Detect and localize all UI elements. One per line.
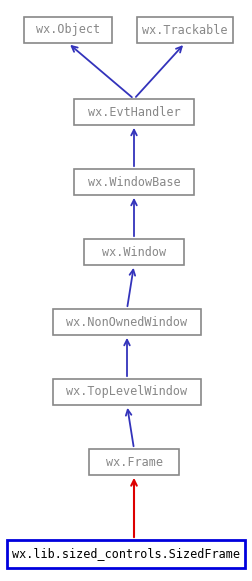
Text: wx.Object: wx.Object	[36, 23, 100, 37]
Text: wx.Trackable: wx.Trackable	[142, 23, 227, 37]
FancyBboxPatch shape	[53, 309, 200, 335]
Text: wx.WindowBase: wx.WindowBase	[87, 175, 180, 188]
FancyBboxPatch shape	[137, 17, 232, 43]
Text: wx.Frame: wx.Frame	[105, 456, 162, 468]
Text: wx.NonOwnedWindow: wx.NonOwnedWindow	[66, 315, 187, 328]
FancyBboxPatch shape	[89, 449, 178, 475]
Text: wx.TopLevelWindow: wx.TopLevelWindow	[66, 386, 187, 399]
Text: wx.EvtHandler: wx.EvtHandler	[87, 106, 180, 119]
FancyBboxPatch shape	[7, 540, 244, 568]
FancyBboxPatch shape	[74, 99, 193, 125]
Text: wx.lib.sized_controls.SizedFrame: wx.lib.sized_controls.SizedFrame	[12, 547, 239, 561]
Text: wx.Window: wx.Window	[102, 246, 165, 259]
FancyBboxPatch shape	[84, 239, 183, 265]
FancyBboxPatch shape	[74, 169, 193, 195]
FancyBboxPatch shape	[24, 17, 112, 43]
FancyBboxPatch shape	[53, 379, 200, 405]
